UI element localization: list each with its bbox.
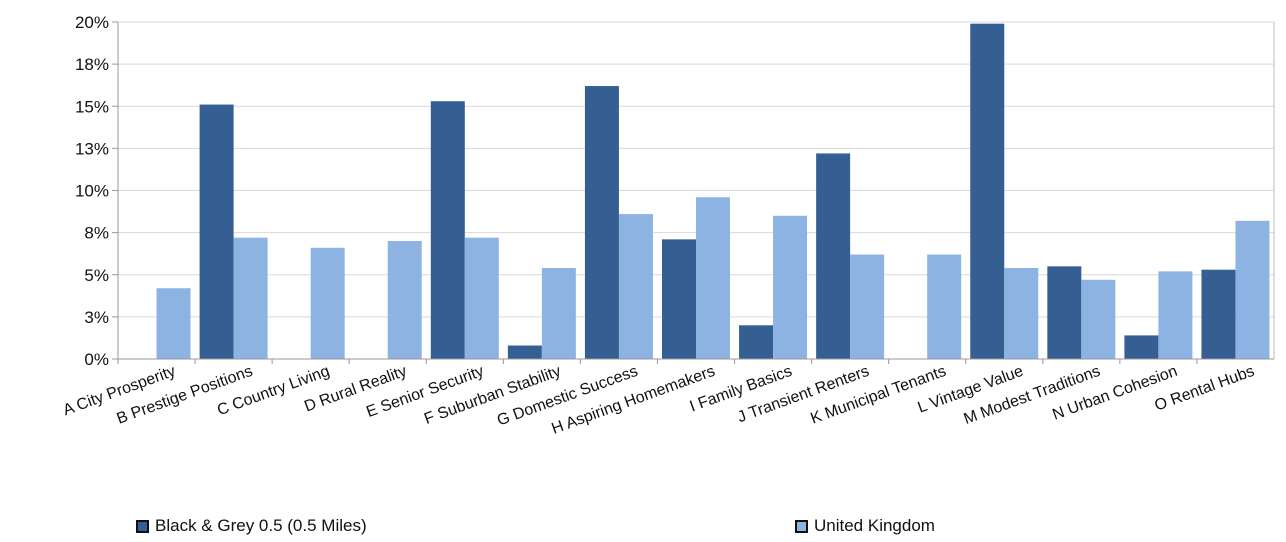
legend-item-series-1: Black & Grey 0.5 (0.5 Miles) xyxy=(136,516,367,536)
bar-local xyxy=(970,23,1005,360)
legend-label-series-1: Black & Grey 0.5 (0.5 Miles) xyxy=(155,516,367,535)
bar-local xyxy=(662,239,696,359)
y-tick-label: 10% xyxy=(75,182,109,201)
bar-local xyxy=(584,86,619,359)
bar-uk xyxy=(156,288,191,359)
bar-uk xyxy=(1158,271,1193,359)
y-tick-label: 18% xyxy=(75,55,109,74)
bar-chart: 0%3%5%8%10%13%15%18%20%A City Prosperity… xyxy=(61,13,1275,438)
bar-local xyxy=(816,153,851,359)
y-tick-label: 15% xyxy=(75,97,109,116)
bar-uk xyxy=(387,241,422,359)
bar-local xyxy=(1201,269,1236,359)
bar-local xyxy=(507,345,542,359)
bar-uk xyxy=(618,214,653,359)
bar-local xyxy=(739,325,774,359)
bar-uk xyxy=(1004,268,1039,359)
bar-uk xyxy=(696,197,730,359)
bar-local xyxy=(1047,266,1082,359)
bar-uk xyxy=(773,215,808,359)
bar-uk xyxy=(464,237,499,359)
y-tick-label: 13% xyxy=(75,139,109,158)
x-tick-label: K Municipal Tenants xyxy=(808,363,948,428)
legend-swatch-series-2 xyxy=(795,519,808,533)
y-tick-label: 8% xyxy=(84,224,109,243)
bar-uk xyxy=(1081,279,1116,359)
bar-local xyxy=(430,101,465,359)
y-tick-label: 0% xyxy=(84,350,109,369)
x-tick-label: B Prestige Positions xyxy=(115,363,255,428)
legend-item-series-2: United Kingdom xyxy=(795,516,935,536)
bar-uk xyxy=(541,268,576,359)
x-tick-label: J Transient Renters xyxy=(735,363,871,426)
y-tick-label: 5% xyxy=(84,266,109,285)
y-tick-label: 3% xyxy=(84,308,109,327)
bar-uk xyxy=(850,254,885,359)
bar-local xyxy=(1124,335,1159,359)
legend-swatch-series-1 xyxy=(136,519,149,533)
bar-uk xyxy=(927,254,962,359)
bar-local xyxy=(199,104,234,359)
bar-uk xyxy=(233,237,268,359)
y-tick-label: 20% xyxy=(75,13,109,32)
bar-uk xyxy=(310,247,345,359)
legend-label-series-2: United Kingdom xyxy=(814,516,935,535)
bar-uk xyxy=(1235,220,1270,359)
